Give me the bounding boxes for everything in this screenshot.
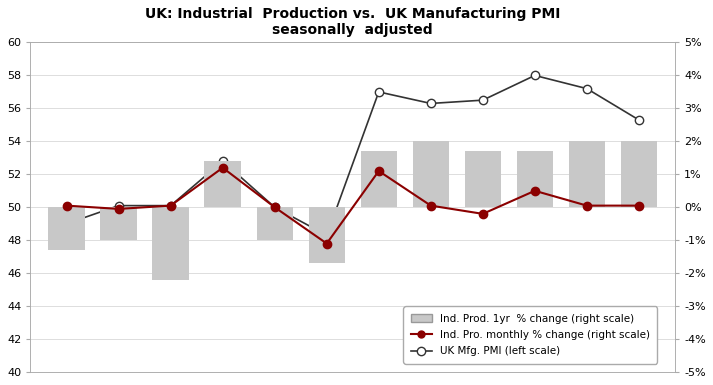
Bar (620, 141, 657, 207)
Bar (569, 141, 605, 207)
Bar (153, 207, 189, 280)
Bar (101, 207, 137, 240)
Bar (309, 207, 345, 263)
Bar (517, 151, 553, 207)
Bar (257, 207, 293, 240)
Bar (361, 151, 397, 207)
Bar (48, 207, 85, 250)
Legend: Ind. Prod. 1yr  % change (right scale), Ind. Pro. monthly % change (right scale): Ind. Prod. 1yr % change (right scale), I… (404, 306, 657, 363)
Title: UK: Industrial  Production vs.  UK Manufacturing PMI
seasonally  adjusted: UK: Industrial Production vs. UK Manufac… (145, 7, 560, 37)
Bar (413, 141, 449, 207)
Bar (205, 161, 241, 207)
Bar (465, 151, 501, 207)
